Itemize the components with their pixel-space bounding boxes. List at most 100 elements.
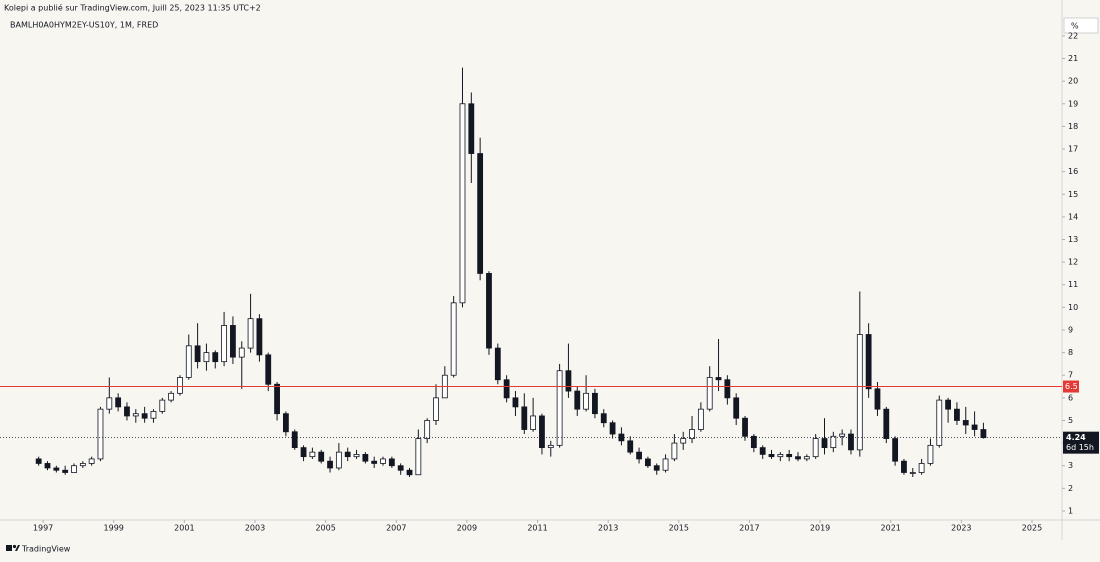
last-price-box	[1063, 431, 1099, 454]
candle-body	[759, 447, 766, 455]
last-price-label: 4.24	[1066, 433, 1086, 442]
candle-body	[848, 433, 854, 451]
candle-body	[600, 413, 607, 424]
candle-body	[256, 318, 263, 356]
candle-body	[159, 399, 166, 412]
x-tick-label: 2019	[810, 524, 830, 533]
candle-body	[212, 352, 219, 363]
candle-body	[185, 345, 192, 378]
candle-body	[812, 438, 819, 458]
level-label: 6.5	[1065, 382, 1078, 391]
candle-body	[945, 399, 952, 410]
candle-body	[53, 467, 60, 471]
candle-body	[574, 390, 581, 410]
candle-body	[353, 453, 360, 458]
candle-body	[627, 440, 634, 453]
candle-body	[874, 388, 881, 410]
candle-body	[327, 460, 333, 469]
candle-body	[450, 302, 457, 376]
candle-body	[530, 415, 537, 430]
candle-body	[795, 456, 801, 460]
candle-body	[715, 377, 722, 381]
level-label-box	[1063, 380, 1079, 393]
candle-body	[918, 463, 925, 473]
candle-body	[909, 472, 916, 474]
candle-body	[503, 379, 510, 399]
candle-body	[44, 463, 51, 469]
candle-body	[486, 273, 492, 349]
y-tick-label: 14	[1068, 212, 1078, 221]
countdown-label: 6d 15h	[1066, 443, 1094, 452]
candle-body	[901, 460, 907, 473]
candle-body	[786, 453, 793, 458]
y-tick-label: 10	[1068, 303, 1078, 312]
brand-name: TradingView	[21, 545, 71, 554]
published-note: Kolepi a publié sur TradingView.com, Jui…	[4, 3, 261, 13]
candle-body	[565, 370, 572, 392]
candle-body	[768, 453, 775, 458]
candle-body	[689, 429, 695, 439]
candle-body	[88, 458, 95, 464]
candle-body	[230, 325, 236, 358]
y-tick-label: 20	[1068, 77, 1078, 86]
candle-body	[150, 411, 157, 419]
candle-body	[706, 377, 713, 410]
x-tick-label: 2003	[245, 524, 265, 533]
candle-body	[733, 397, 740, 419]
x-tick-label: 2011	[527, 524, 547, 533]
candle-body	[821, 438, 828, 449]
y-tick-label: 5	[1068, 416, 1073, 425]
candle-body	[265, 354, 272, 385]
candle-body	[883, 408, 890, 439]
candle-body	[856, 334, 863, 451]
x-tick-label: 2023	[951, 524, 971, 533]
candle-body	[636, 451, 642, 460]
y-tick-label: 7	[1068, 371, 1073, 380]
candle-body	[247, 318, 254, 349]
x-tick-label: 2015	[669, 524, 689, 533]
candle-body	[115, 397, 122, 408]
candle-body	[132, 413, 139, 417]
unit-box[interactable]	[1063, 17, 1099, 34]
y-tick-label: 3	[1068, 461, 1073, 470]
candle-body	[238, 347, 245, 358]
symbol-title: BAMLH0A0HYM2EY-US10Y, 1M, FRED	[10, 21, 158, 30]
y-tick-label: 1	[1068, 506, 1073, 515]
candle-body	[168, 392, 175, 401]
candle-body	[344, 451, 351, 458]
candle-body	[936, 399, 943, 446]
candle-body	[662, 458, 669, 471]
candle-body	[97, 408, 104, 460]
candle-body	[35, 458, 42, 464]
candle-body	[371, 460, 378, 464]
candle-body	[397, 465, 404, 471]
candle-body	[645, 458, 651, 467]
candle-body	[830, 435, 837, 449]
x-tick-label: 2017	[739, 524, 759, 533]
unit-label: %	[1071, 22, 1079, 31]
candle-body	[194, 345, 201, 363]
candle-body	[697, 408, 704, 430]
candle-body	[547, 444, 554, 449]
candle-body	[494, 347, 501, 381]
y-tick-label: 6	[1068, 393, 1073, 402]
candle-body	[539, 415, 545, 449]
y-tick-label: 18	[1068, 122, 1078, 131]
y-tick-label: 11	[1068, 280, 1078, 289]
candle-body	[388, 458, 395, 467]
candle-body	[803, 456, 810, 460]
candle-body	[406, 469, 413, 476]
candle-body	[274, 383, 280, 415]
y-tick-label: 2	[1068, 484, 1073, 493]
candle-body	[750, 435, 757, 449]
candle-body	[777, 453, 784, 458]
x-tick-label: 2025	[1022, 524, 1042, 533]
candle-body	[335, 451, 342, 469]
candle-body	[892, 438, 899, 462]
x-tick-label: 2021	[881, 524, 901, 533]
y-tick-label: 13	[1068, 235, 1078, 244]
candles	[35, 67, 987, 478]
y-tick-label: 17	[1068, 145, 1078, 154]
candle-body	[300, 447, 307, 458]
